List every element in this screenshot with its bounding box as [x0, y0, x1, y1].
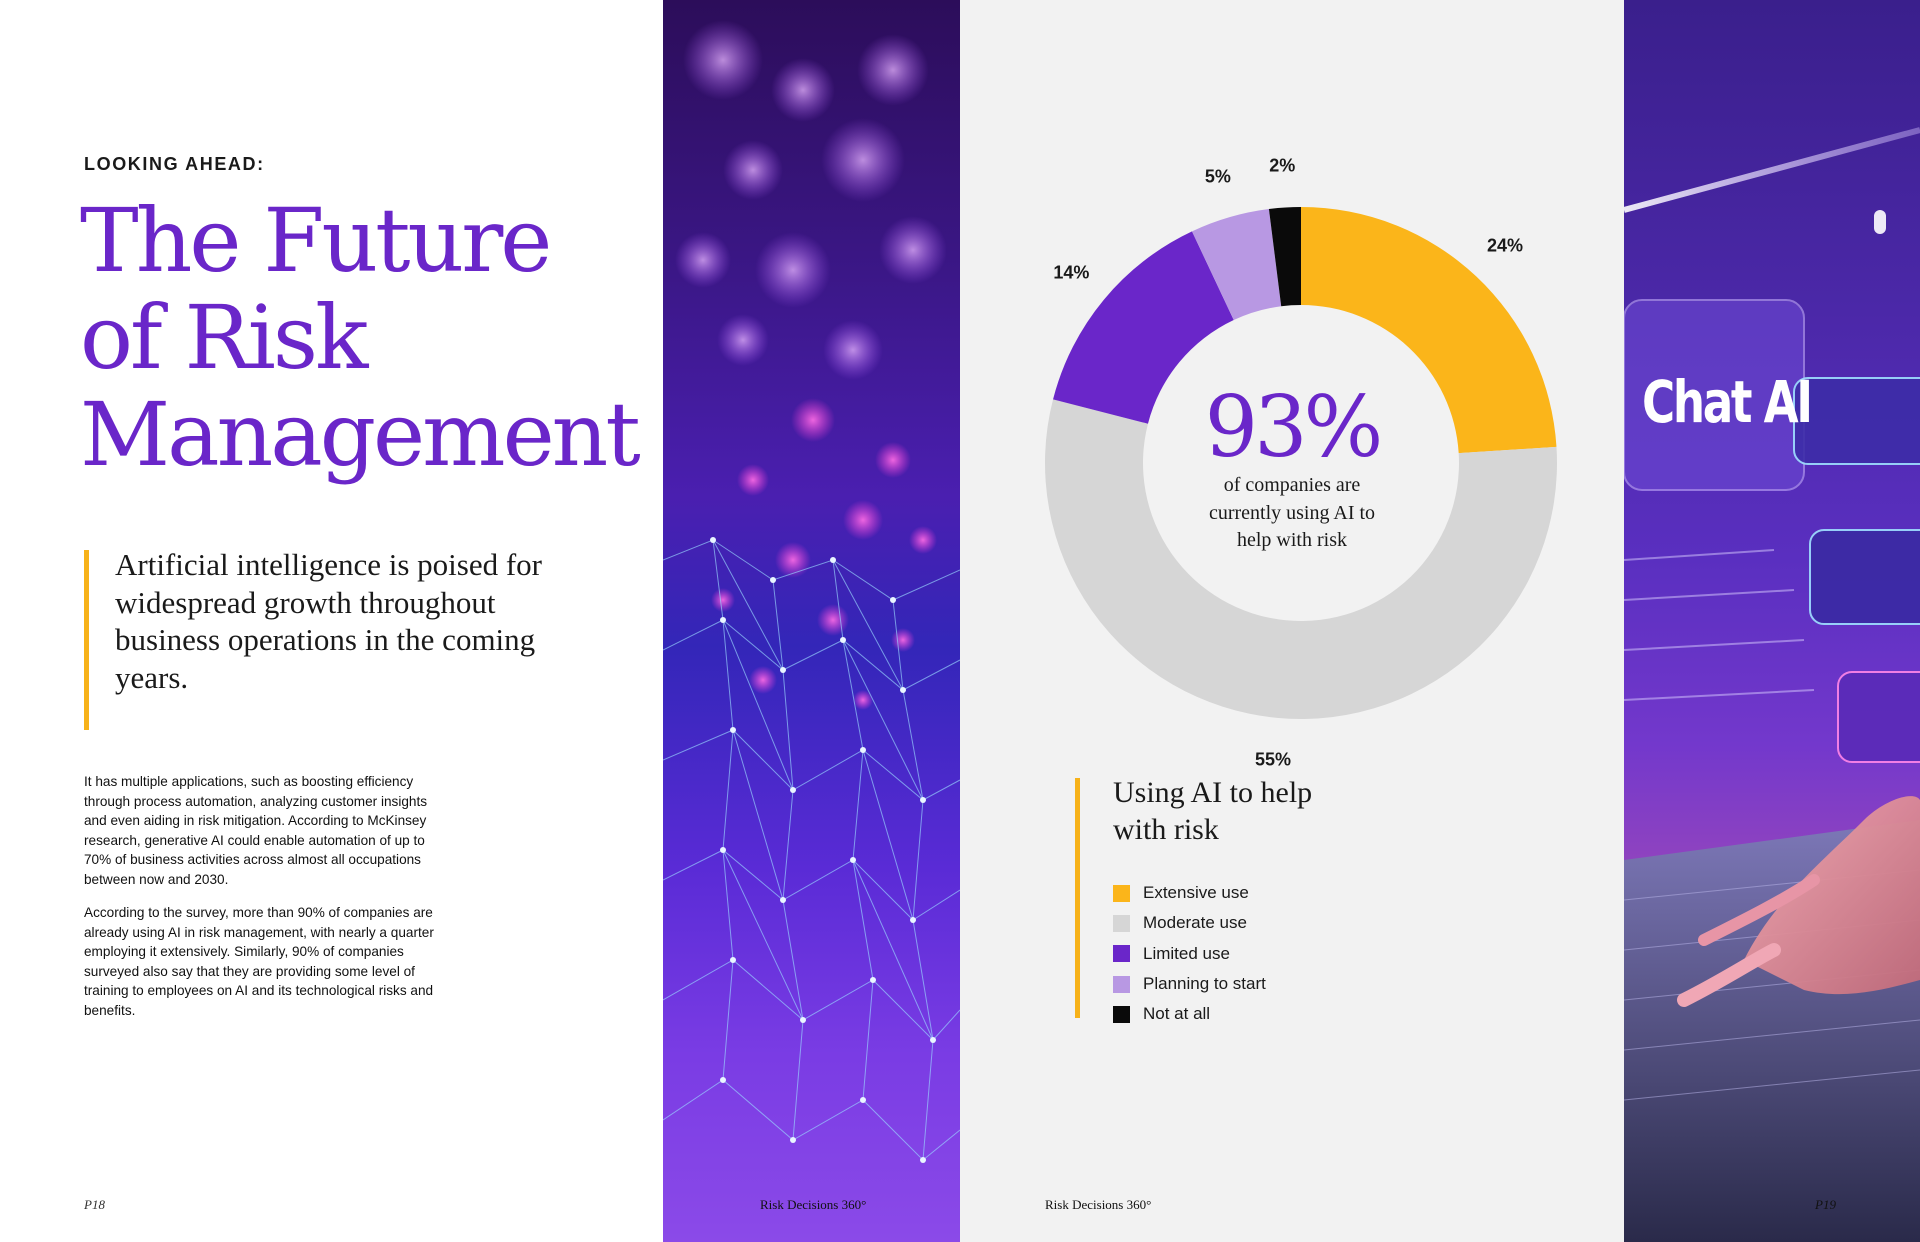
donut-slice [1301, 207, 1557, 454]
legend-swatch [1113, 1005, 1130, 1023]
slice-percent-label: 2% [1269, 155, 1296, 176]
center-stat-caption: of companies are currently using AI to h… [1208, 474, 1376, 551]
center-stat-value: 93% [1204, 378, 1384, 476]
left-page: LOOKING AHEAD: The Future of Risk Manage… [0, 0, 663, 1242]
legend-item: Extensive use [1113, 878, 1266, 908]
donut-slice [1192, 209, 1282, 321]
slice-percent-label: 5% [1204, 166, 1231, 187]
legend-item: Planning to start [1113, 969, 1266, 999]
network-bokeh-photo: Risk Decisions 360° [663, 0, 960, 1242]
legend-label: Extensive use [1143, 883, 1249, 903]
publication-name: Risk Decisions 360° [1045, 1197, 1152, 1212]
body-paragraph: According to the survey, more than 90% o… [84, 905, 434, 1018]
slice-percent-label: 14% [1053, 262, 1090, 283]
body-paragraph: It has multiple applications, such as bo… [84, 774, 428, 887]
pull-quote: Artificial intelligence is poised for wi… [115, 547, 542, 695]
network-illustration [663, 20, 960, 1163]
legend-item: Moderate use [1113, 908, 1266, 938]
title-line: Management [80, 383, 641, 486]
page-title: The Future of Risk Management [80, 189, 641, 486]
chart-panel: 24% 55% 14% 5% 2% 93% of companies are curre… [960, 0, 1624, 1242]
pull-quote-accent-bar [84, 550, 89, 730]
legend-label: Limited use [1143, 943, 1230, 963]
chat-ai-screen-text: Chat AI [1642, 368, 1813, 436]
slice-percent-label: 55% [1254, 749, 1291, 770]
publication-name: Risk Decisions 360° [760, 1197, 867, 1212]
donut-slice [1268, 207, 1301, 307]
slice-percent-label: 24% [1486, 235, 1523, 256]
legend-label: Not at all [1143, 1004, 1211, 1024]
page-number: P18 [84, 1197, 105, 1212]
legend-item: Not at all [1113, 999, 1266, 1029]
page-number: P19 [1815, 1197, 1836, 1212]
section-eyebrow: LOOKING AHEAD: [84, 154, 265, 174]
donut-slice [1045, 399, 1557, 720]
donut-chart [1045, 207, 1557, 720]
chart-legend: Extensive use Moderate use Limited use P… [1113, 878, 1266, 1029]
donut-slice [1053, 231, 1234, 424]
legend-swatch [1113, 884, 1130, 902]
legend-label: Moderate use [1143, 913, 1247, 933]
legend-accent-bar [1075, 778, 1080, 1018]
legend-item: Limited use [1113, 939, 1266, 969]
legend-swatch [1113, 975, 1130, 993]
legend-swatch [1113, 945, 1130, 963]
title-line: The Future [80, 189, 552, 292]
chat-ai-illustration [1624, 127, 1920, 1242]
title-line: of Risk [80, 286, 368, 389]
legend-swatch [1113, 914, 1130, 932]
chat-ai-laptop-photo: Chat AI P19 [1624, 0, 1920, 1242]
legend-title: Using AI to help with risk [1113, 776, 1313, 846]
legend-label: Planning to start [1143, 974, 1266, 994]
